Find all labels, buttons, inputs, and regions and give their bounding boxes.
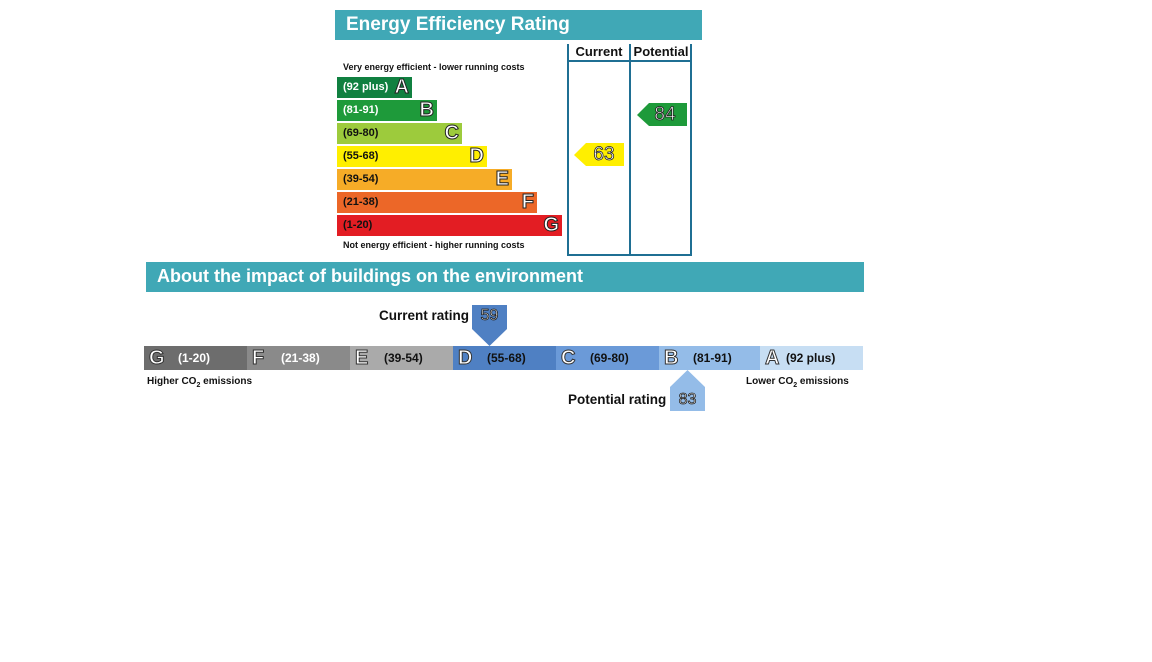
env-right-caption-sub: 2 [793, 382, 798, 389]
env-band-range: (39-54) [384, 351, 423, 365]
env-band-g: G (1-20) [144, 346, 247, 370]
env-left-caption-suffix: emissions [200, 376, 253, 387]
eer-current-arrow [574, 143, 624, 166]
env-right-caption-suffix: emissions [797, 376, 849, 387]
eer-band-letter: A [394, 76, 409, 99]
eer-band-letter: D [469, 145, 484, 168]
eer-potential-arrow [637, 103, 687, 126]
eer-column-potential: Potential [633, 44, 689, 59]
eer-band-letter: C [444, 122, 459, 145]
eer-header-underline [567, 60, 692, 62]
eer-bottom-caption: Not energy efficient - higher running co… [343, 240, 525, 250]
env-band-f: F (21-38) [247, 346, 350, 370]
env-band-letter: D [457, 347, 473, 370]
env-band-letter: F [251, 347, 265, 370]
eer-band-g: (1-20) G [337, 214, 562, 237]
eer-band-letter: F [521, 191, 534, 214]
env-left-caption-sub: 2 [196, 382, 201, 389]
eer-band-range: (92 plus) [343, 81, 389, 93]
env-title: About the impact of buildings on the env… [146, 262, 864, 292]
env-band-range: (1-20) [178, 351, 211, 365]
env-potential-value: 83 [678, 391, 697, 409]
eer-band-f: (21-38) F [337, 191, 537, 214]
eer-bottom-line [567, 254, 692, 256]
eer-band-letter: E [495, 168, 509, 191]
env-potential-marker-shape [670, 370, 705, 411]
eer-band-range: (39-54) [343, 173, 379, 185]
env-current-value: 59 [480, 307, 499, 325]
env-band-b: B (81-91) [659, 346, 762, 370]
env-band-letter: B [663, 347, 679, 370]
eer-band-d: (55-68) D [337, 145, 487, 168]
env-current-marker [472, 305, 507, 346]
eer-potential-value: 84 [654, 104, 676, 126]
env-potential-label: Potential rating [568, 392, 667, 407]
eer-frame-line-right [690, 44, 692, 256]
eer-frame-line-middle [629, 44, 631, 256]
env-band-range: (55-68) [487, 351, 526, 365]
eer-band-e: (39-54) E [337, 168, 512, 191]
eer-band-letter: B [419, 99, 434, 122]
eer-top-caption: Very energy efficient - lower running co… [343, 62, 525, 72]
eer-band-c: (69-80) C [337, 122, 462, 145]
eer-current-value: 63 [593, 144, 615, 166]
env-band-range: (92 plus) [786, 351, 836, 365]
env-current-label: Current rating [379, 308, 470, 323]
eer-band-range: (69-80) [343, 127, 379, 139]
env-band-a: A (92 plus) [760, 346, 863, 370]
env-band-letter: A [764, 347, 780, 370]
env-band-range: (81-91) [693, 351, 732, 365]
eer-column-current: Current [575, 44, 623, 59]
eer-band-range: (55-68) [343, 150, 379, 162]
eer-band-a: (92 plus) A [337, 76, 412, 99]
eer-potential-arrow-shape [637, 103, 687, 126]
env-band-letter: E [354, 347, 369, 370]
env-current-marker-shape [472, 305, 507, 346]
env-potential-marker [670, 370, 705, 411]
env-right-caption-prefix: Lower CO [746, 376, 794, 387]
eer-band-range: (81-91) [343, 104, 379, 116]
env-band-e: E (39-54) [350, 346, 453, 370]
eer-band-b: (81-91) B [337, 99, 437, 122]
env-right-caption: Lower CO2 emissions [746, 376, 849, 389]
env-band-letter: G [149, 347, 166, 370]
eer-title: Energy Efficiency Rating [335, 10, 702, 40]
env-band-c: C (69-80) [556, 346, 659, 370]
eer-current-arrow-shape [574, 143, 624, 166]
env-left-caption: Higher CO2 emissions [147, 376, 252, 389]
eer-band-range: (1-20) [343, 219, 373, 231]
env-band-letter: C [560, 347, 576, 370]
env-band-range: (21-38) [281, 351, 320, 365]
env-left-caption-prefix: Higher CO [147, 376, 197, 387]
env-band-range: (69-80) [590, 351, 629, 365]
env-band-d: D (55-68) [453, 346, 556, 370]
eer-frame-line-left [567, 44, 569, 256]
eer-band-letter: G [543, 214, 560, 237]
eer-band-range: (21-38) [343, 196, 379, 208]
